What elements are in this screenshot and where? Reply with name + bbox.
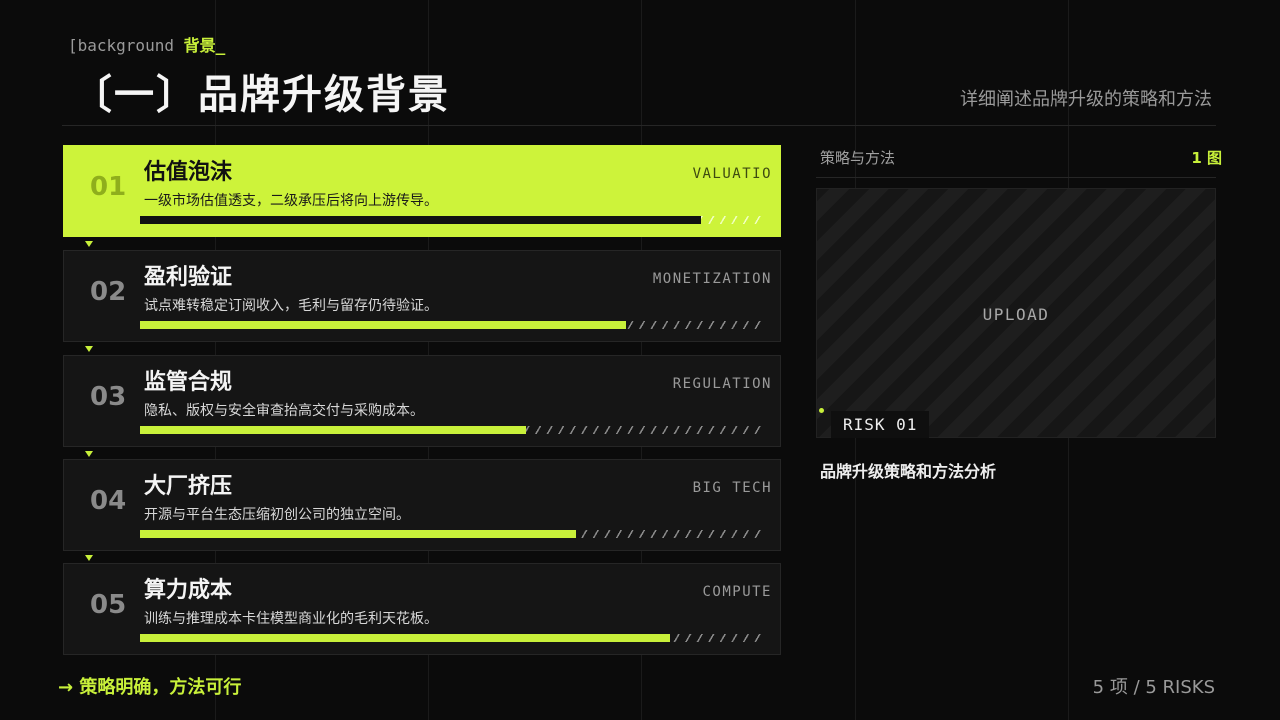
progress-track bbox=[140, 321, 763, 329]
item-tag: MONETIZATION bbox=[652, 271, 772, 287]
footer-count: 5 项 / 5 RISKS bbox=[1092, 677, 1215, 698]
progress-bar bbox=[140, 321, 626, 329]
item-description: 开源与平台生态压缩初创公司的独立空间。 bbox=[144, 507, 410, 523]
item-description: 试点难转稳定订阅收入，毛利与留存仍待验证。 bbox=[144, 298, 438, 314]
progress-bar bbox=[140, 216, 701, 224]
tag-accent: 背景_ bbox=[183, 36, 226, 55]
side-count: 1 图 bbox=[1191, 149, 1222, 167]
side-label: 策略与方法 bbox=[820, 149, 896, 167]
separator-marker bbox=[85, 241, 93, 247]
item-description: 训练与推理成本卡住模型商业化的毛利天花板。 bbox=[144, 611, 438, 627]
item-tag: REGULATION bbox=[672, 376, 772, 392]
separator-marker bbox=[85, 555, 93, 561]
risk-card[interactable]: 05 算力成本训练与推理成本卡住模型商业化的毛利天花板。 COMPUTE bbox=[63, 563, 781, 655]
item-title: 估值泡沫 bbox=[144, 160, 233, 185]
image-caption: 品牌升级策略和方法分析 bbox=[820, 462, 997, 481]
risk-card[interactable]: 03 监管合规隐私、版权与安全审查抬高交付与采购成本。 REGULATION bbox=[63, 355, 781, 447]
separator-marker bbox=[85, 346, 93, 352]
item-number: 05 bbox=[90, 590, 127, 620]
item-tag: COMPUTE bbox=[702, 584, 772, 600]
risk-card[interactable]: 01 估值泡沫一级市场估值透支，二级承压后将向上游传导。 VALUATIO bbox=[63, 145, 781, 237]
item-title: 监管合规 bbox=[144, 370, 233, 395]
item-description: 隐私、版权与安全审查抬高交付与采购成本。 bbox=[144, 403, 424, 419]
progress-bar bbox=[140, 426, 527, 434]
progress-bar bbox=[140, 634, 670, 642]
progress-track bbox=[140, 530, 763, 538]
image-placeholder[interactable]: UPLOAD RISK 01 bbox=[816, 188, 1216, 438]
badge-dot bbox=[819, 408, 824, 413]
item-tag: BIG TECH bbox=[692, 480, 772, 496]
progress-track bbox=[140, 426, 763, 434]
item-description: 一级市场估值透支，二级承压后将向上游传导。 bbox=[144, 193, 438, 209]
divider bbox=[816, 177, 1216, 178]
progress-track bbox=[140, 634, 763, 642]
item-number: 02 bbox=[90, 277, 127, 307]
progress-bar bbox=[140, 530, 577, 538]
item-title: 盈利验证 bbox=[144, 265, 233, 290]
item-title: 大厂挤压 bbox=[144, 474, 233, 499]
page-title: 〔一〕品牌升级背景 bbox=[72, 72, 450, 118]
item-number: 01 bbox=[90, 172, 127, 202]
progress-track bbox=[140, 216, 763, 224]
placeholder-text: UPLOAD bbox=[982, 305, 1050, 324]
separator-marker bbox=[85, 451, 93, 457]
item-title: 算力成本 bbox=[144, 578, 233, 603]
item-number: 03 bbox=[90, 382, 127, 412]
tag-prefix: [background bbox=[68, 36, 174, 55]
item-number: 04 bbox=[90, 486, 127, 516]
item-tag: VALUATIO bbox=[692, 166, 772, 182]
risk-badge: RISK 01 bbox=[831, 411, 930, 438]
footer-note: → 策略明确，方法可行 bbox=[58, 677, 242, 698]
risk-card[interactable]: 04 大厂挤压开源与平台生态压缩初创公司的独立空间。 BIG TECH bbox=[63, 459, 781, 551]
page-subtitle: 详细阐述品牌升级的策略和方法 bbox=[960, 89, 1212, 110]
divider bbox=[62, 125, 1216, 126]
risk-card[interactable]: 02 盈利验证试点难转稳定订阅收入，毛利与留存仍待验证。 MONETIZATION bbox=[63, 250, 781, 342]
section-tag: [background 背景_ bbox=[68, 32, 225, 56]
